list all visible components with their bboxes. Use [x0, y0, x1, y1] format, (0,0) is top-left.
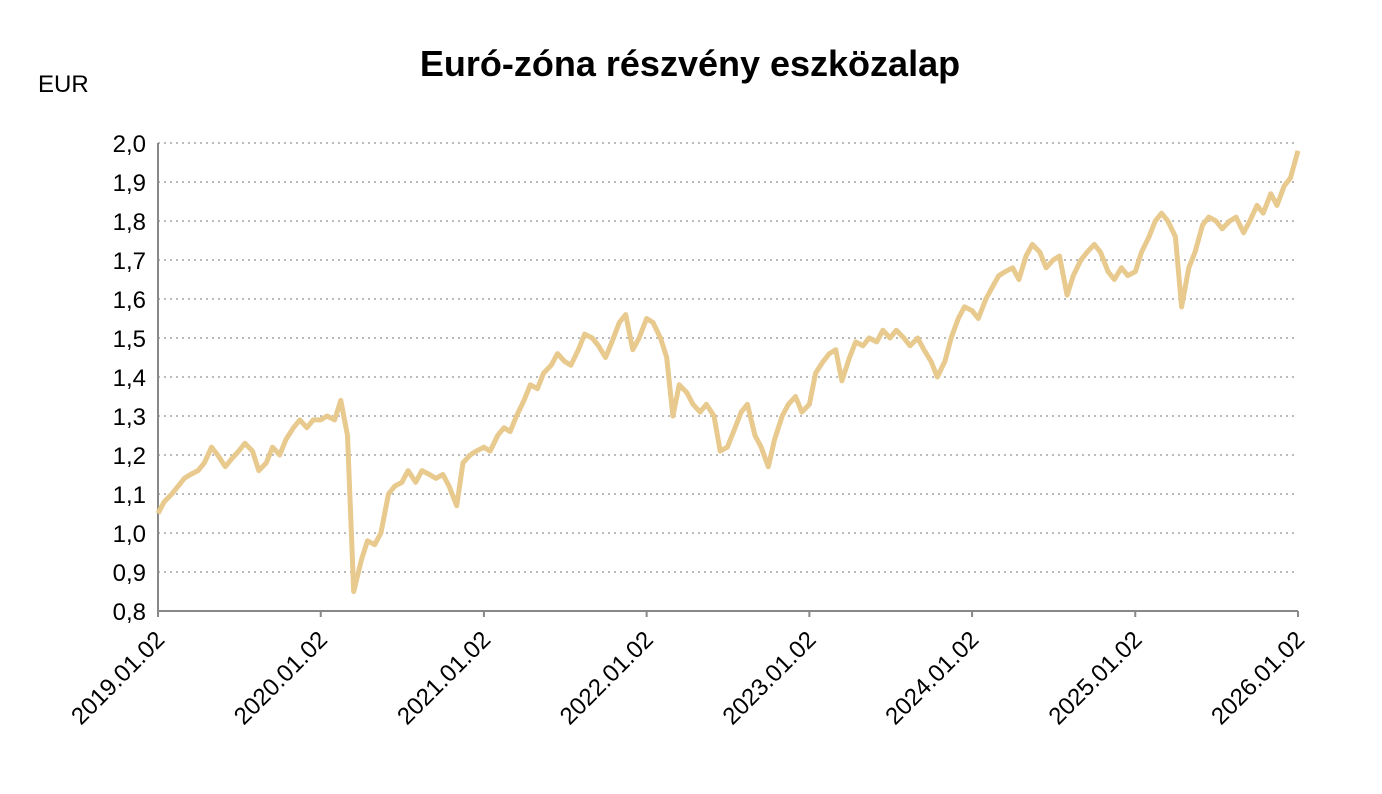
x-tick-label: 2021.01.02: [392, 626, 496, 730]
x-tick-label: 2025.01.02: [1043, 626, 1147, 730]
x-tick-label: 2026.01.02: [1206, 626, 1310, 730]
y-tick-label: 1,2: [113, 443, 146, 470]
y-tick-label: 1,4: [113, 365, 146, 392]
x-tick-label: 2024.01.02: [880, 626, 984, 730]
y-tick-label: 1,7: [113, 248, 146, 275]
y-tick-label: 0,9: [113, 560, 146, 587]
x-tick-label: 2022.01.02: [555, 626, 659, 730]
y-tick-label: 1,0: [113, 521, 146, 548]
price-line: [155, 150, 1301, 594]
y-tick-label: 2,0: [113, 131, 146, 158]
y-tick-label: 1,6: [113, 287, 146, 314]
x-tick-label: 2020.01.02: [229, 626, 333, 730]
chart-title: Euró-zóna részvény eszközalap: [420, 43, 960, 84]
y-axis-label: EUR: [38, 71, 89, 98]
y-tick-label: 1,9: [113, 170, 146, 197]
y-tick-label: 1,8: [113, 209, 146, 236]
y-tick-label: 0,8: [113, 599, 146, 626]
x-tick-label: 2019.01.02: [66, 626, 170, 730]
x-tick-label: 2023.01.02: [718, 626, 822, 730]
y-tick-label: 1,1: [113, 482, 146, 509]
y-tick-label: 1,3: [113, 404, 146, 431]
y-tick-label: 1,5: [113, 326, 146, 353]
